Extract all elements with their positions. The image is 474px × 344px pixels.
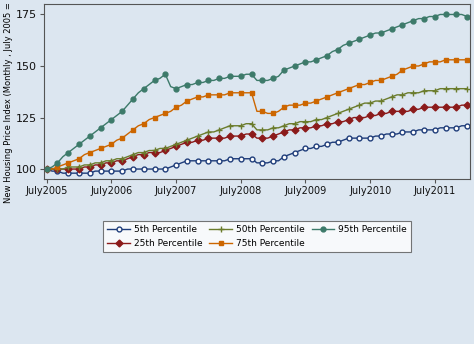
50th Percentile	[438, 87, 443, 91]
5th Percentile	[163, 167, 168, 171]
25th Percentile	[465, 103, 470, 107]
75th Percentile	[211, 93, 217, 97]
50th Percentile	[157, 147, 163, 151]
95th Percentile	[157, 76, 163, 80]
25th Percentile	[211, 136, 217, 140]
75th Percentile	[465, 58, 470, 62]
95th Percentile	[146, 83, 152, 87]
25th Percentile	[146, 150, 152, 154]
5th Percentile	[222, 159, 228, 163]
50th Percentile	[44, 167, 50, 171]
Legend: 5th Percentile, 25th Percentile, 50th Percentile, 75th Percentile, 95th Percenti: 5th Percentile, 25th Percentile, 50th Pe…	[103, 221, 411, 252]
Line: 50th Percentile: 50th Percentile	[43, 85, 471, 173]
50th Percentile	[211, 130, 217, 134]
95th Percentile	[351, 39, 357, 43]
95th Percentile	[44, 167, 50, 171]
5th Percentile	[459, 124, 465, 128]
5th Percentile	[44, 167, 50, 171]
Line: 95th Percentile: 95th Percentile	[44, 12, 470, 171]
95th Percentile	[465, 14, 470, 19]
25th Percentile	[351, 116, 357, 120]
5th Percentile	[216, 159, 222, 163]
75th Percentile	[286, 103, 292, 107]
75th Percentile	[443, 58, 448, 62]
75th Percentile	[146, 118, 152, 122]
95th Percentile	[216, 76, 222, 80]
25th Percentile	[216, 136, 222, 140]
5th Percentile	[152, 167, 157, 171]
75th Percentile	[216, 93, 222, 97]
50th Percentile	[351, 105, 357, 109]
50th Percentile	[286, 122, 292, 126]
25th Percentile	[44, 167, 50, 171]
Line: 75th Percentile: 75th Percentile	[44, 57, 470, 171]
50th Percentile	[465, 87, 470, 91]
25th Percentile	[286, 128, 292, 132]
25th Percentile	[459, 103, 465, 107]
75th Percentile	[44, 167, 50, 171]
5th Percentile	[465, 124, 470, 128]
75th Percentile	[351, 85, 357, 89]
95th Percentile	[211, 78, 217, 83]
5th Percentile	[356, 136, 362, 140]
Line: 25th Percentile: 25th Percentile	[44, 103, 470, 171]
75th Percentile	[157, 114, 163, 118]
50th Percentile	[146, 148, 152, 152]
95th Percentile	[438, 12, 443, 17]
5th Percentile	[60, 171, 66, 175]
Y-axis label: New Housing Price Index (Monthly , July 2005 = 100): New Housing Price Index (Monthly , July …	[4, 0, 13, 203]
Line: 5th Percentile: 5th Percentile	[44, 123, 470, 175]
25th Percentile	[157, 150, 163, 154]
95th Percentile	[286, 66, 292, 70]
5th Percentile	[292, 150, 298, 154]
50th Percentile	[216, 128, 222, 132]
